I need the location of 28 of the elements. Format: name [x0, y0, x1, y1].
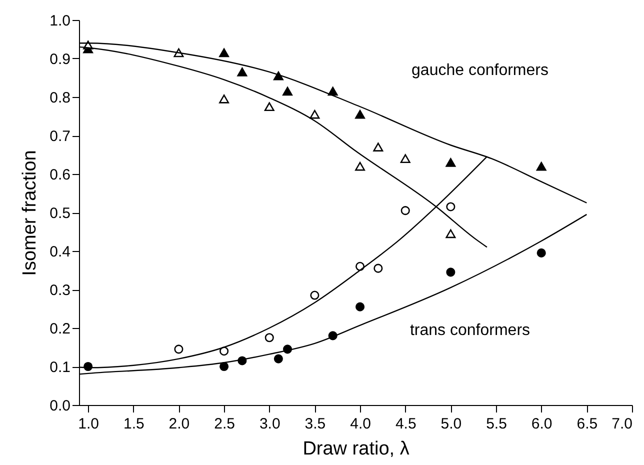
- x-tick-label: 4.0: [350, 416, 371, 432]
- y-tick-label: 0.7: [50, 128, 70, 145]
- x-tick-label: 4.5: [395, 416, 416, 432]
- y-tick-label: 0.5: [50, 205, 70, 222]
- x-tick-label: 1.0: [78, 416, 99, 432]
- y-tick-label: 0.4: [50, 244, 70, 260]
- y-tick-label: 0.1: [50, 359, 70, 376]
- annotation: gauche conformers: [412, 62, 548, 79]
- x-tick-label: 5.5: [486, 416, 507, 432]
- y-axis-title: Isomer fraction: [20, 150, 41, 276]
- x-axis-title: Draw ratio, λ: [302, 438, 410, 460]
- x-tick-label: 2.5: [214, 416, 235, 432]
- y-tick-label: 0.6: [50, 166, 70, 184]
- x-tick-label: 6.0: [531, 416, 552, 432]
- x-tick-label: 2.0: [168, 416, 190, 432]
- x-tick-label: 3.0: [259, 416, 280, 432]
- y-tick-label: 0.8: [50, 90, 70, 106]
- y-tick-label: 0.3: [50, 282, 70, 299]
- y-tick-label: 0.0: [50, 398, 70, 414]
- y-tick-label: 0.9: [50, 51, 70, 68]
- annotation: trans conformers: [410, 322, 530, 339]
- x-tick-label: 5.0: [440, 416, 462, 432]
- y-tick-label: 0.2: [50, 320, 70, 338]
- y-tick-label: 1.0: [50, 12, 70, 30]
- x-tick-label: 3.5: [304, 416, 326, 432]
- x-tick-label: 6.5: [576, 416, 598, 432]
- x-tick-label: 7.0: [612, 416, 632, 432]
- x-tick-label: 1.5: [123, 416, 144, 432]
